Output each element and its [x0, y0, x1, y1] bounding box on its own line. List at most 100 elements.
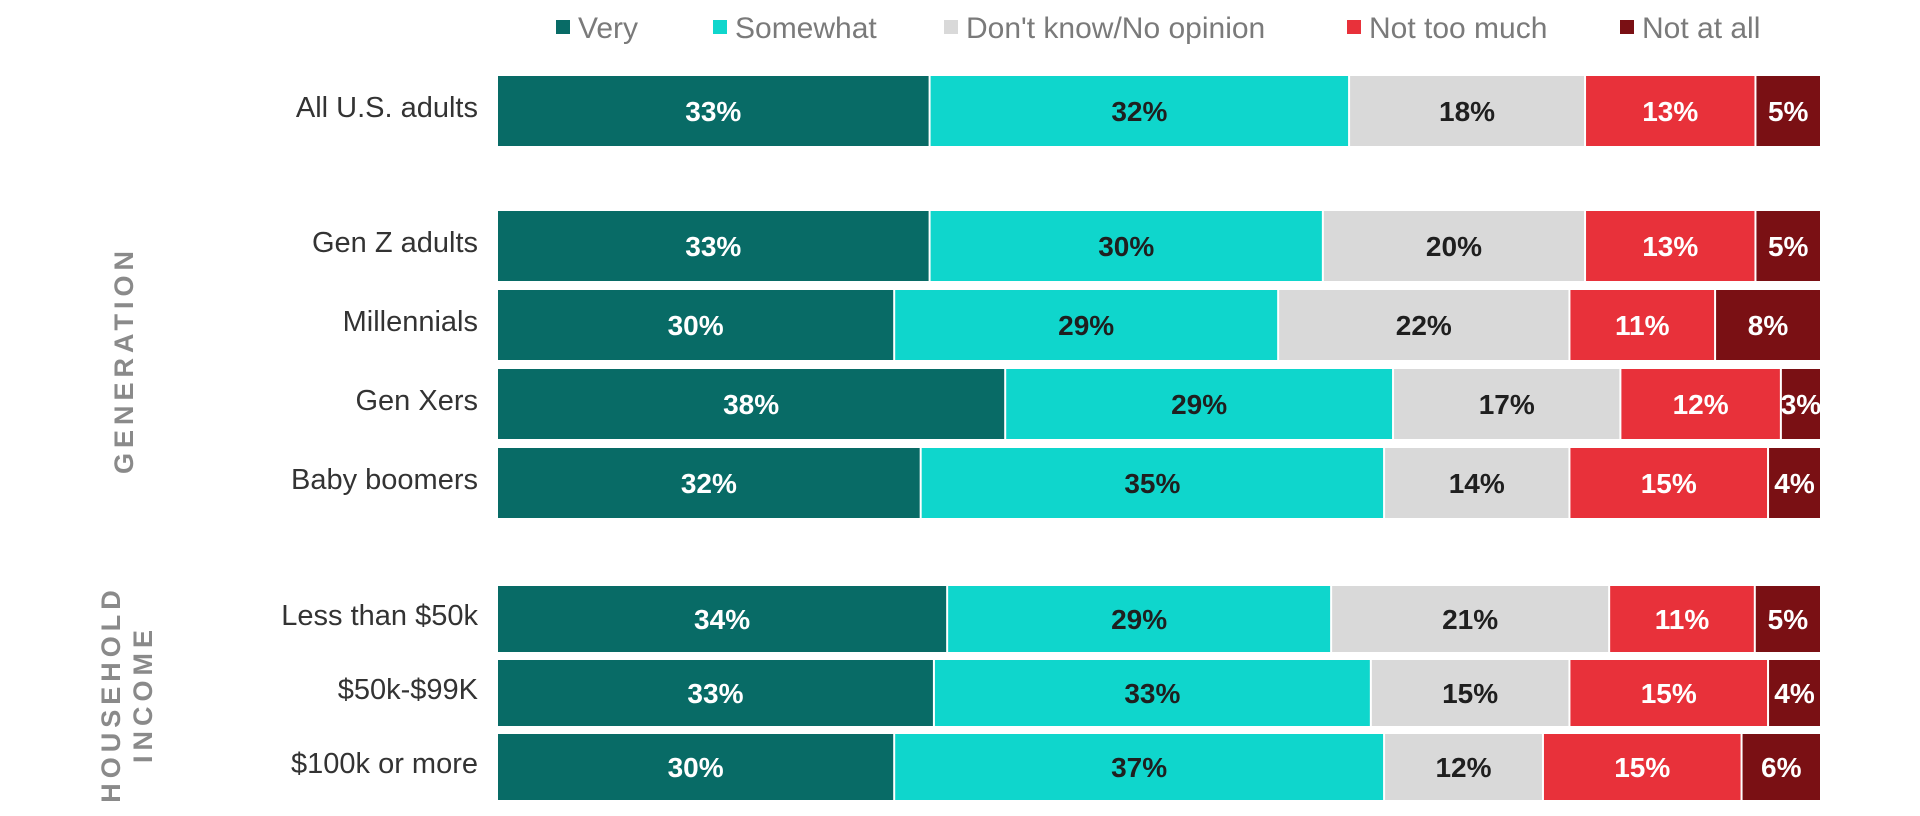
data-label: 33% [1124, 678, 1180, 709]
row-label: All U.S. adults [296, 92, 478, 124]
bar-segment-not-at-all [1756, 76, 1820, 146]
data-label: 30% [668, 752, 724, 783]
legend: Very Somewhat Don't know/No opinion Not too… [556, 12, 1760, 45]
data-label: 15% [1641, 678, 1697, 709]
bar-segment-not-too-much [1610, 586, 1754, 652]
bar-segment-very [498, 734, 894, 800]
data-label: 5% [1768, 96, 1809, 127]
legend-swatch-somewhat [713, 20, 727, 34]
legend-swatch-very [556, 20, 570, 34]
bar-segment-don-t-know-no-opinion [1350, 76, 1585, 146]
data-label: 21% [1442, 604, 1498, 635]
data-label: 11% [1655, 604, 1710, 635]
row-label: Less than $50k [281, 600, 478, 632]
bar-segment-not-too-much [1570, 290, 1715, 360]
bar-segment-very [498, 290, 894, 360]
bar-segment-somewhat [921, 448, 1384, 518]
data-label: 4% [1774, 678, 1815, 709]
bar-segment-don-t-know-no-opinion [1323, 211, 1585, 281]
row-label: Gen Xers [356, 385, 479, 417]
group-labels: GENERATION HOUSEHOLDINCOME [96, 246, 158, 803]
legend-swatch-don-t-know-no-opinion [944, 20, 958, 34]
bar-segment-very [498, 211, 929, 281]
data-label: 33% [685, 231, 741, 262]
legend-label-don-t-know-no-opinion: Don't know/No opinion [966, 12, 1265, 45]
bar-segment-somewhat [930, 76, 1349, 146]
row-label: Millennials [343, 306, 478, 338]
data-label: 13% [1642, 96, 1698, 127]
bar-segment-not-at-all [1755, 586, 1820, 652]
bar-row-gen-z-adults: Gen Z adults 33% 30% 20% 13% 5% [312, 211, 1820, 281]
bar-segment-very [498, 586, 947, 652]
data-label: 33% [685, 96, 741, 127]
bar-segment-not-too-much [1621, 369, 1780, 439]
bar-segment-not-at-all [1756, 211, 1820, 281]
bar-segment-not-too-much [1570, 448, 1768, 518]
bar-segment-don-t-know-no-opinion [1394, 369, 1620, 439]
bar-segment-very [498, 369, 1005, 439]
data-label: 32% [1111, 96, 1167, 127]
data-label: 6% [1761, 752, 1802, 783]
bar-segment-not-too-much [1570, 660, 1768, 726]
row-label: Gen Z adults [312, 227, 478, 259]
legend-label-not-at-all: Not at all [1642, 12, 1760, 45]
data-label: 3% [1781, 389, 1822, 420]
bar-segment-don-t-know-no-opinion [1385, 734, 1542, 800]
data-label: 15% [1614, 752, 1670, 783]
bar-segment-somewhat [930, 211, 1322, 281]
data-label: 5% [1768, 231, 1809, 262]
group-label-generation: GENERATION [109, 246, 139, 474]
data-label: 4% [1774, 468, 1815, 499]
data-label: 18% [1439, 96, 1495, 127]
data-label: 32% [681, 468, 737, 499]
chart-rows: All U.S. adults 33% 32% 18% 13% 5% Gen Z adult… [281, 76, 1821, 800]
data-label: 29% [1171, 389, 1227, 420]
bar-segment-not-at-all [1716, 290, 1820, 360]
bar-segment-very [498, 660, 933, 726]
bar-row-less-than-50k: Less than $50k 34% 29% 21% 11% 5% [281, 586, 1820, 652]
row-label: Baby boomers [291, 464, 478, 496]
bar-segment-not-at-all [1769, 448, 1820, 518]
bar-segment-not-at-all [1781, 369, 1820, 439]
data-label: 15% [1641, 468, 1697, 499]
data-label: 30% [668, 310, 724, 341]
bar-segment-don-t-know-no-opinion [1371, 660, 1569, 726]
data-label: 15% [1442, 678, 1498, 709]
bar-row-baby-boomers: Baby boomers 32% 35% 14% 15% 4% [291, 448, 1820, 518]
row-label: $50k-$99K [338, 674, 479, 706]
bar-segment-somewhat [1006, 369, 1393, 439]
bar-segment-not-at-all [1742, 734, 1820, 800]
data-label: 14% [1449, 468, 1505, 499]
data-label: 22% [1396, 310, 1452, 341]
legend-swatch-not-too-much [1347, 20, 1361, 34]
data-label: 33% [687, 678, 743, 709]
bar-segment-not-at-all [1769, 660, 1820, 726]
bar-segment-very [498, 76, 929, 146]
data-label: 29% [1058, 310, 1114, 341]
data-label: 37% [1111, 752, 1167, 783]
row-label: $100k or more [291, 748, 478, 780]
legend-label-very: Very [578, 12, 638, 45]
bar-segment-don-t-know-no-opinion [1332, 586, 1609, 652]
bar-segment-somewhat [948, 586, 1331, 652]
data-label: 38% [723, 389, 779, 420]
data-label: 12% [1673, 389, 1729, 420]
bar-segment-very [498, 448, 920, 518]
bar-segment-somewhat [934, 660, 1370, 726]
bar-segment-not-too-much [1586, 211, 1755, 281]
group-label-household-income: HOUSEHOLDINCOME [96, 585, 158, 803]
legend-label-not-too-much: Not too much [1369, 12, 1547, 45]
bar-segment-somewhat [895, 290, 1278, 360]
data-label: 17% [1479, 389, 1535, 420]
bar-segment-not-too-much [1586, 76, 1755, 146]
legend-swatch-not-at-all [1620, 20, 1634, 34]
data-label: 12% [1435, 752, 1491, 783]
bar-segment-not-too-much [1543, 734, 1741, 800]
data-label: 30% [1098, 231, 1154, 262]
bar-row-50k-99k: $50k-$99K 33% 33% 15% 15% 4% [338, 660, 1820, 726]
bar-row-millennials: Millennials 30% 29% 22% 11% 8% [343, 290, 1820, 360]
data-label: 29% [1111, 604, 1167, 635]
data-label: 34% [694, 604, 750, 635]
data-label: 35% [1124, 468, 1180, 499]
